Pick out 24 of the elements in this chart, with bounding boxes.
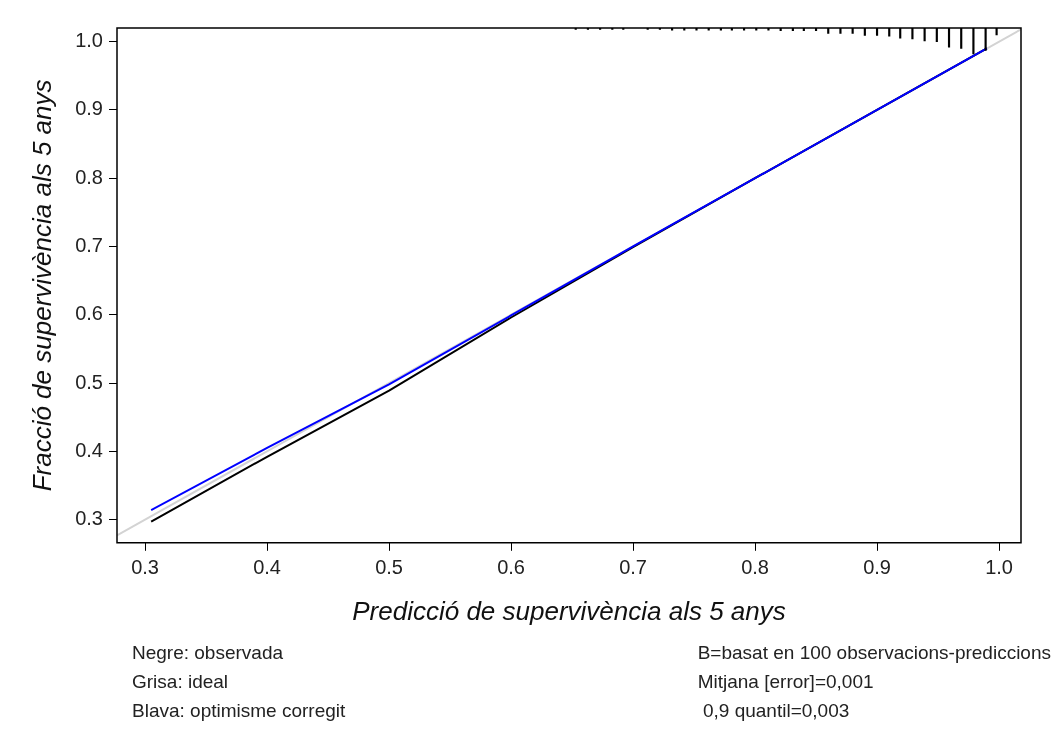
y-tick-label: 0.4 xyxy=(75,438,103,461)
x-tick-label: 0.8 xyxy=(741,556,769,579)
y-tick-label: 0.9 xyxy=(75,97,103,120)
y-tick-label: 0.7 xyxy=(75,234,103,256)
x-axis-title: Predicció de supervivència als 5 anys xyxy=(352,595,786,626)
x-tick-label: 0.5 xyxy=(375,556,403,579)
text: Negre: observada xyxy=(132,641,285,665)
x-tick-label: 0.3 xyxy=(131,556,159,579)
text: Grisa: ideal xyxy=(132,670,230,694)
y-axis-title: Fracció de supervivència als 5 anys xyxy=(26,79,57,492)
y-tick-label: 1.0 xyxy=(75,29,103,52)
text: Blava: optimisme corregit xyxy=(132,699,346,723)
text: Mitjana [error]=0,001 xyxy=(697,670,875,694)
x-tick-label: 1.0 xyxy=(985,556,1013,579)
y-tick-label: 0.3 xyxy=(75,507,103,530)
x-tick-label: 0.4 xyxy=(253,556,281,579)
x-tick-label: 0.6 xyxy=(497,556,525,579)
x-tick-label: 0.9 xyxy=(863,556,891,579)
text: 0,9 quantil=0,003 xyxy=(701,699,851,723)
x-tick-label: 0.7 xyxy=(619,556,647,579)
y-tick-label: 0.8 xyxy=(75,165,103,188)
text: B=basat en 100 observacions-prediccions xyxy=(697,641,1051,665)
y-tick-label: 0.5 xyxy=(75,370,103,393)
y-tick-label: 0.6 xyxy=(75,302,103,325)
